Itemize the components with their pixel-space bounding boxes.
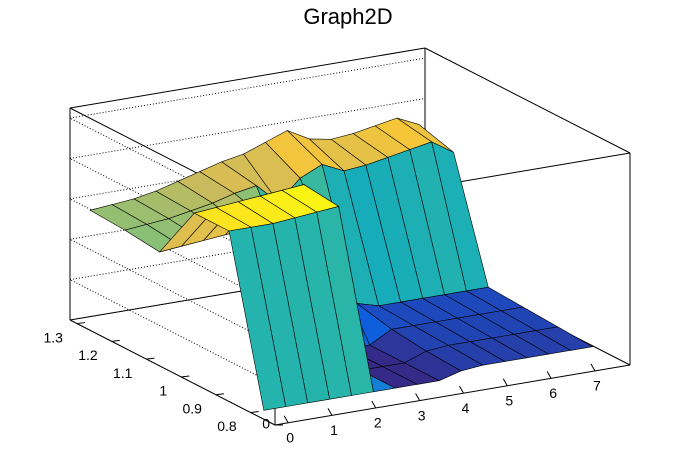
- x-tick: [371, 400, 377, 409]
- x-tick: [502, 378, 508, 386]
- box-edge: [424, 47, 631, 154]
- y-tick-label: 1: [159, 383, 167, 399]
- x-tick-label: 6: [549, 385, 557, 401]
- x-tick-label: 5: [505, 392, 513, 408]
- chart-title: Graph2D: [303, 4, 392, 29]
- y-tick-label: 0.8: [217, 418, 237, 434]
- x-tick: [459, 385, 464, 394]
- y-axis: [69, 319, 276, 426]
- x-tick-label: 4: [462, 400, 470, 416]
- box-edge: [69, 47, 426, 109]
- y-tick-label: 1.2: [78, 347, 98, 363]
- y-tick: [181, 375, 190, 378]
- x-tick-label: 1: [330, 422, 338, 438]
- x-tick: [546, 371, 552, 379]
- y-tick: [250, 411, 259, 414]
- x-tick: [327, 408, 333, 416]
- grid-line: [69, 97, 426, 159]
- y-tick: [146, 357, 155, 360]
- x-tick-label: 3: [418, 407, 426, 423]
- x-tick-label: 7: [593, 378, 601, 394]
- grid-line: [69, 57, 426, 119]
- y-tick-label: 0.9: [182, 400, 202, 416]
- x-tick: [283, 415, 289, 424]
- x-tick: [415, 393, 421, 401]
- y-tick-label: 1.3: [43, 329, 63, 345]
- x-tick-label: 2: [374, 415, 382, 431]
- surface-cell: [228, 226, 287, 411]
- y-tick: [215, 393, 224, 396]
- y-tick: [111, 339, 120, 342]
- x-tick: [590, 363, 596, 372]
- x-axis: [274, 364, 631, 426]
- x-tick-label: 0: [286, 429, 294, 445]
- z-tick-label: 0: [262, 416, 270, 432]
- y-tick-label: 1.1: [113, 365, 133, 381]
- y-tick: [76, 322, 86, 325]
